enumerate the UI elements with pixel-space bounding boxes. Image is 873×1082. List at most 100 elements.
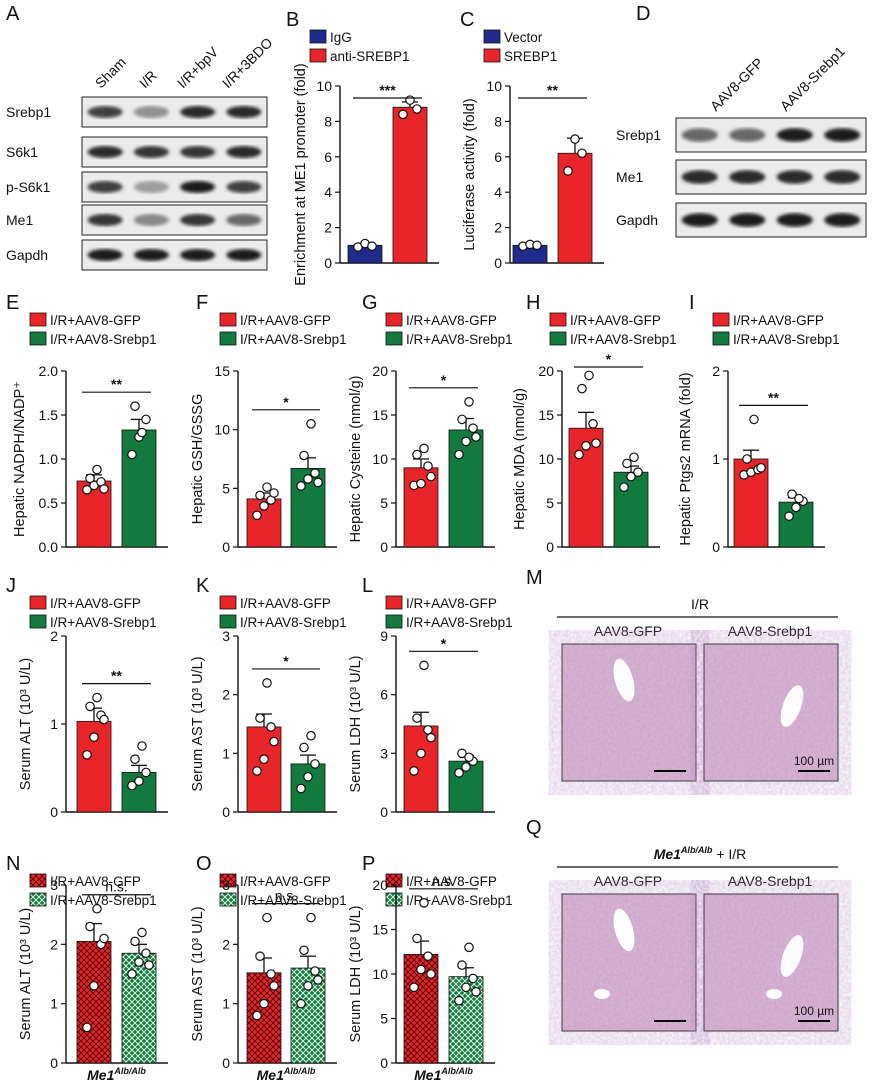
blot-band (681, 170, 718, 184)
data-point (269, 736, 279, 747)
legend-swatch (309, 48, 327, 63)
panel-k: K I/R+AAV8-GFP I/R+AAV8-Srebp1 0 1 2 3 Serum AS… (190, 575, 347, 820)
y-tick-label: 0 (50, 1055, 58, 1071)
data-point (99, 714, 109, 725)
data-point (306, 730, 316, 741)
legend-entry: I/R+AAV8-Srebp1 (406, 332, 513, 347)
data-point (259, 998, 269, 1009)
panel-h: H I/R+AAV8-GFP I/R+AAV8-Srebp1 0 5 10 15 20 Hepa… (512, 292, 677, 555)
y-tick-label: 20 (372, 363, 388, 379)
legend-entry: I/R+AAV8-Srebp1 (406, 615, 513, 630)
data-point (787, 489, 797, 499)
data-point (588, 418, 598, 429)
legend-swatch (29, 331, 47, 346)
lane-label: I/R (136, 67, 160, 91)
data-point (310, 759, 320, 769)
lane-label: I/R+bpV (174, 43, 222, 91)
panel-letter: F (196, 292, 208, 314)
data-point (756, 462, 766, 473)
x-axis-label: Me1Alb/Alb (414, 1066, 473, 1082)
legend-swatch (29, 312, 47, 327)
y-tick-label: 5 (380, 495, 388, 511)
data-point (262, 678, 272, 688)
data-point (619, 482, 629, 492)
y-tick-label: 0 (222, 804, 230, 820)
y-axis-label: Luciferase activity (fold) (462, 98, 478, 250)
legend-entry: IgG (330, 30, 352, 45)
y-tick-label: 0.5 (39, 495, 59, 511)
blot-band (180, 146, 216, 158)
data-point (137, 427, 147, 438)
data-point (468, 973, 478, 984)
data-point (255, 490, 265, 501)
legend-swatch (712, 331, 730, 346)
y-tick-label: 4 (324, 184, 332, 200)
y-tick-label: 1 (50, 996, 58, 1012)
legend-swatch (219, 595, 237, 610)
data-point (464, 396, 474, 407)
western-blot-d: D AAV8-GFP AAV8-Srebp1 Srebp1 Me1 Gapdh (616, 3, 867, 238)
vessel (613, 908, 635, 952)
significance-label: * (606, 351, 612, 367)
panel-f: F I/R+AAV8-GFP I/R+AAV8-Srebp1 0 5 10 15 Hepati… (190, 292, 347, 555)
data-point (577, 383, 587, 394)
data-point (626, 471, 636, 482)
y-tick-label: 2 (222, 936, 230, 952)
y-tick-label: 3 (222, 628, 230, 644)
y-tick-label: 9 (380, 628, 388, 644)
y-axis-label: Enrichment at ME1 promoter (fold) (293, 63, 309, 285)
legend-entry: I/R+AAV8-Srebp1 (406, 893, 513, 908)
blot-band (681, 128, 718, 142)
data-point (141, 767, 151, 778)
panel-letter: C (460, 9, 474, 31)
y-tick-label: 3 (222, 877, 230, 893)
data-point (82, 484, 92, 495)
bar (121, 429, 157, 548)
data-point (296, 998, 306, 1009)
data-point (409, 982, 419, 993)
y-tick-label: 0 (50, 804, 58, 820)
blot-row-label: Srebp1 (616, 127, 661, 143)
data-point (784, 511, 794, 521)
blot-band (87, 106, 123, 118)
legend-entry: I/R+AAV8-GFP (50, 596, 141, 611)
scale-bar-label: 100 µm (794, 754, 834, 768)
blot-row-label: Gapdh (6, 247, 48, 263)
legend-swatch (219, 892, 237, 907)
significance-label: * (441, 372, 447, 388)
panel-l: L I/R+AAV8-GFP I/R+AAV8-Srebp1 0 3 6 9 Serum LD… (348, 575, 513, 820)
panel-letter: O (196, 853, 212, 875)
y-tick-label: 1 (222, 996, 230, 1012)
panel-j: J I/R+AAV8-GFP I/R+AAV8-Srebp1 0 1 2 Serum ALT… (6, 575, 168, 820)
data-point (468, 423, 478, 433)
data-point (742, 454, 752, 464)
y-axis-label: Hepatic Ptgs2 mRNA (fold) (678, 372, 694, 545)
y-tick-label: 6 (494, 149, 502, 165)
data-point (296, 481, 306, 491)
legend-swatch (29, 595, 47, 610)
histology-panel-m: M I/R AAV8-GFP AAV8-Srebp1 100 µm (526, 567, 839, 782)
data-point (412, 713, 422, 723)
y-axis-label: Serum LDH (10³ U/L) (348, 656, 364, 793)
blot-band (87, 146, 123, 158)
legend-swatch (219, 331, 237, 346)
legend-entry: I/R+AAV8-Srebp1 (240, 615, 347, 630)
y-tick-label: 10 (214, 422, 230, 438)
y-axis-label: Hepatic GSH/GSSG (190, 394, 206, 525)
y-tick-label: 10 (538, 451, 554, 467)
significance-label: n.s. (275, 888, 298, 904)
data-point (461, 762, 471, 772)
blot-band (776, 213, 813, 227)
data-point (574, 449, 584, 460)
y-tick-label: 0 (222, 1055, 230, 1071)
blot-row-label: Srebp1 (6, 104, 51, 120)
bar (613, 471, 649, 548)
y-tick-label: 8 (324, 113, 332, 129)
legend-swatch (385, 873, 403, 888)
bar (448, 429, 484, 548)
panel-b: B IgG anti-SREBP1 0 2 4 6 8 10 Enrichment at ME1 … (286, 9, 439, 286)
y-tick-label: 10 (486, 78, 502, 94)
group-label: I/R (691, 596, 709, 612)
panel-letter: H (526, 292, 540, 314)
